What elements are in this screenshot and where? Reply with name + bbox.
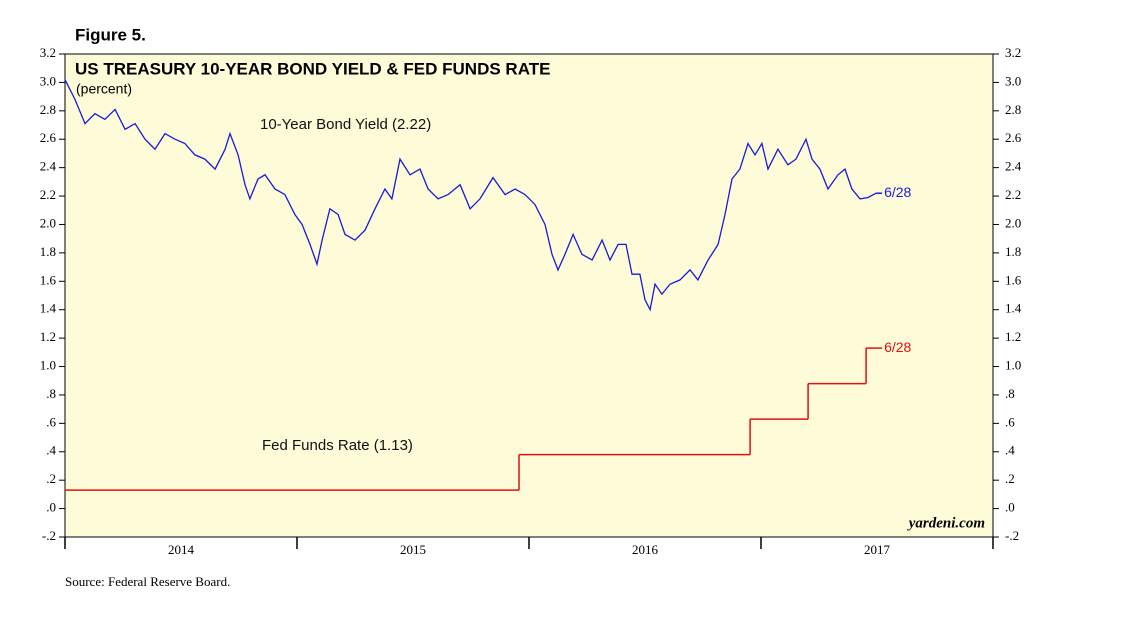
y-tick-label: -.2 bbox=[42, 528, 56, 543]
figure-label: Figure 5. bbox=[75, 25, 146, 44]
y2-tick-label: 2.2 bbox=[1005, 187, 1021, 202]
y-tick-label: 1.6 bbox=[40, 272, 57, 287]
y2-tick-label: 1.2 bbox=[1005, 329, 1021, 344]
y2-tick-label: .8 bbox=[1005, 386, 1015, 401]
y2-tick-label: 3.2 bbox=[1005, 45, 1021, 60]
y2-tick-label: 3.0 bbox=[1005, 73, 1021, 88]
y-tick-label: 2.0 bbox=[40, 215, 56, 230]
y2-tick-label: 2.8 bbox=[1005, 102, 1021, 117]
y2-tick-label: 2.4 bbox=[1005, 159, 1022, 174]
series-label: Fed Funds Rate (1.13) bbox=[262, 437, 413, 454]
y-tick-label: 2.6 bbox=[40, 130, 57, 145]
y2-tick-label: .0 bbox=[1005, 500, 1015, 515]
chart-subtitle: (percent) bbox=[76, 81, 132, 97]
x-tick-label: 2017 bbox=[864, 542, 891, 557]
y-tick-label: 2.8 bbox=[40, 102, 56, 117]
y2-tick-label: 1.4 bbox=[1005, 301, 1022, 316]
y2-tick-label: .4 bbox=[1005, 443, 1015, 458]
y2-tick-label: 2.0 bbox=[1005, 215, 1021, 230]
x-tick-label: 2016 bbox=[632, 542, 659, 557]
y-tick-label: 1.4 bbox=[40, 301, 57, 316]
y-tick-label: .6 bbox=[46, 414, 56, 429]
y-tick-label: .0 bbox=[46, 500, 56, 515]
plot-area bbox=[64, 53, 994, 538]
y-tick-label: 2.2 bbox=[40, 187, 56, 202]
y2-tick-label: 2.6 bbox=[1005, 130, 1022, 145]
y2-tick-label: .6 bbox=[1005, 414, 1015, 429]
y-tick-label: 1.0 bbox=[40, 358, 56, 373]
y-tick-label: .2 bbox=[46, 471, 56, 486]
y-tick-label: 3.0 bbox=[40, 73, 56, 88]
series-label: 10-Year Bond Yield (2.22) bbox=[260, 116, 431, 133]
y2-tick-label: 1.0 bbox=[1005, 358, 1021, 373]
x-tick-label: 2015 bbox=[400, 542, 426, 557]
y-tick-label: 1.8 bbox=[40, 244, 56, 259]
end-label: 6/28 bbox=[884, 184, 911, 200]
watermark: yardeni.com bbox=[907, 515, 985, 531]
y2-tick-label: -.2 bbox=[1005, 528, 1019, 543]
end-label: 6/28 bbox=[884, 339, 911, 355]
y2-tick-label: .2 bbox=[1005, 471, 1015, 486]
y-tick-label: 3.2 bbox=[40, 45, 56, 60]
x-tick-label: 2014 bbox=[168, 542, 195, 557]
y-tick-label: .4 bbox=[46, 443, 56, 458]
series-line bbox=[64, 79, 877, 312]
y-tick-label: .8 bbox=[46, 386, 56, 401]
source-note: Source: Federal Reserve Board. bbox=[65, 574, 230, 589]
y-tick-label: 2.4 bbox=[40, 159, 57, 174]
y2-tick-label: 1.6 bbox=[1005, 272, 1022, 287]
chart-title: US TREASURY 10-YEAR BOND YIELD & FED FUN… bbox=[75, 59, 550, 78]
y-tick-label: 1.2 bbox=[40, 329, 56, 344]
y2-tick-label: 1.8 bbox=[1005, 244, 1021, 259]
